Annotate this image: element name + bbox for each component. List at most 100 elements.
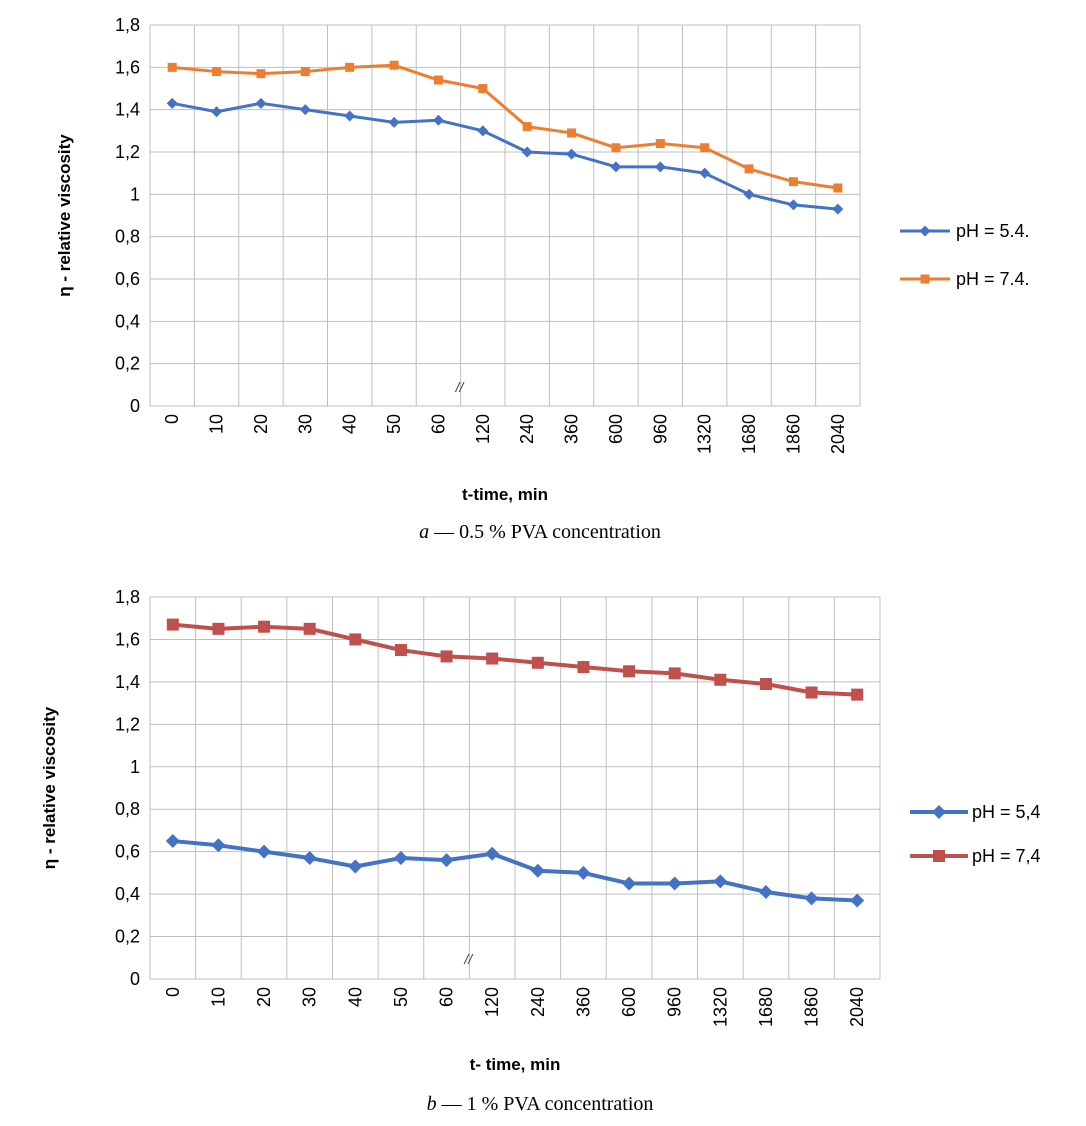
chart-b-legend: pH = 5,4 pH = 7,4 <box>910 802 1041 866</box>
x-tick-label: 240 <box>517 414 537 444</box>
data-point <box>433 75 443 85</box>
x-tick-label: 2040 <box>828 414 848 454</box>
chart-b-y-tick-labels: 0 0,2 0,4 0,6 0,8 1 1,2 1,4 1,6 1,8 <box>115 587 140 989</box>
series-line <box>172 839 858 903</box>
x-tick-label: 50 <box>384 414 404 434</box>
data-point <box>576 865 591 880</box>
chart-b-caption: b — 1 % PVA concentration <box>427 1093 654 1115</box>
data-point <box>211 838 226 853</box>
chart-a-gridlines <box>149 24 861 407</box>
data-point <box>303 622 316 635</box>
x-tick-label: 20 <box>254 987 274 1007</box>
y-tick-label: 1,2 <box>115 142 140 162</box>
chart-b-x-tick-labels: 0 10 20 30 40 50 60 120 240 360 600 960 1320 1680 1860… <box>163 987 867 1027</box>
x-tick-label: 600 <box>606 414 626 444</box>
data-point <box>299 104 311 116</box>
data-point <box>165 834 180 849</box>
data-point <box>257 844 272 859</box>
chart-a-caption: a — 0.5 % PVA concentration <box>419 521 661 543</box>
chart-b-caption-text: — 1 % PVA concentration <box>437 1093 654 1115</box>
x-tick-label: 50 <box>391 987 411 1007</box>
chart-b-axis-break-mark: // <box>463 951 474 967</box>
data-point <box>521 146 533 158</box>
data-point <box>531 656 544 669</box>
data-point <box>668 667 681 680</box>
chart-b-gridlines <box>149 596 881 980</box>
data-point <box>388 116 400 128</box>
data-point <box>212 622 225 635</box>
data-point <box>655 139 665 149</box>
y-tick-label: 0 <box>130 396 140 416</box>
data-point <box>851 688 864 701</box>
x-tick-label: 360 <box>562 414 582 444</box>
legend-marker <box>932 805 946 819</box>
x-tick-label: 40 <box>340 414 360 434</box>
data-point <box>522 122 532 132</box>
legend-marker <box>920 274 930 284</box>
data-point <box>743 188 755 200</box>
chart-a-y-tick-labels: 0 0,2 0,4 0,6 0,8 1 1,2 1,4 1,6 1,8 <box>115 15 140 416</box>
data-point <box>258 620 271 633</box>
chart-a-x-tick-labels: 0 10 20 30 40 50 60 120 240 360 600 960 1320 1680 1860… <box>162 414 848 454</box>
chart-b-x-axis-title: t- time, min <box>470 1055 561 1074</box>
chart-a-series <box>166 60 844 215</box>
y-tick-label: 1 <box>130 757 140 777</box>
data-point <box>804 891 819 906</box>
x-tick-label: 1860 <box>802 987 822 1027</box>
x-tick-label: 1680 <box>739 414 759 454</box>
data-point <box>805 686 818 699</box>
legend-label: pH = 7.4. <box>956 269 1030 289</box>
y-tick-label: 1,6 <box>115 57 140 77</box>
chart-b-series <box>165 618 865 908</box>
x-tick-label: 40 <box>345 987 365 1007</box>
legend-marker <box>919 225 931 237</box>
legend-marker <box>933 850 945 862</box>
data-point <box>788 177 798 187</box>
data-point <box>394 644 407 657</box>
data-point <box>212 67 222 77</box>
data-point <box>486 652 499 665</box>
chart-a-legend: pH = 5.4. pH = 7.4. <box>900 221 1030 289</box>
x-tick-label: 1320 <box>695 414 715 454</box>
data-point <box>345 62 355 72</box>
y-tick-label: 0,6 <box>115 269 140 289</box>
y-tick-label: 0 <box>130 969 140 989</box>
data-point <box>567 128 577 138</box>
series-line <box>172 63 839 190</box>
y-tick-label: 1,8 <box>115 15 140 35</box>
y-tick-label: 1,6 <box>115 629 140 649</box>
x-tick-label: 360 <box>573 987 593 1017</box>
data-point <box>714 673 727 686</box>
chart-a-axis-break-mark: // <box>455 379 466 395</box>
data-point <box>759 678 772 691</box>
data-point <box>744 164 754 174</box>
data-point <box>611 143 621 153</box>
data-point <box>166 97 178 109</box>
x-tick-label: 960 <box>665 987 685 1017</box>
data-point <box>349 633 362 646</box>
x-tick-label: 240 <box>528 987 548 1017</box>
series-line <box>172 622 858 697</box>
data-point <box>622 876 637 891</box>
y-tick-label: 0,8 <box>115 799 140 819</box>
data-point <box>566 148 578 160</box>
x-tick-label: 20 <box>251 414 271 434</box>
data-point <box>389 60 399 70</box>
x-tick-label: 30 <box>300 987 320 1007</box>
x-tick-label: 0 <box>162 414 182 424</box>
data-point <box>623 665 636 678</box>
data-point <box>758 884 773 899</box>
data-point <box>577 661 590 674</box>
series-line <box>171 101 838 211</box>
y-tick-label: 1,4 <box>115 672 140 692</box>
data-point <box>256 69 266 79</box>
x-tick-label: 2040 <box>847 987 867 1027</box>
chart-a-y-axis-title: η - relative viscosity <box>55 134 74 297</box>
y-tick-label: 0,4 <box>115 884 140 904</box>
y-tick-label: 0,8 <box>115 227 140 247</box>
x-tick-label: 600 <box>619 987 639 1017</box>
y-tick-label: 1,4 <box>115 100 140 120</box>
x-tick-label: 960 <box>650 414 670 444</box>
chart-a: 0 0,2 0,4 0,6 0,8 1 1,2 1,4 1,6 1,8 0 10 20 30 40 50 60… <box>55 15 1030 543</box>
